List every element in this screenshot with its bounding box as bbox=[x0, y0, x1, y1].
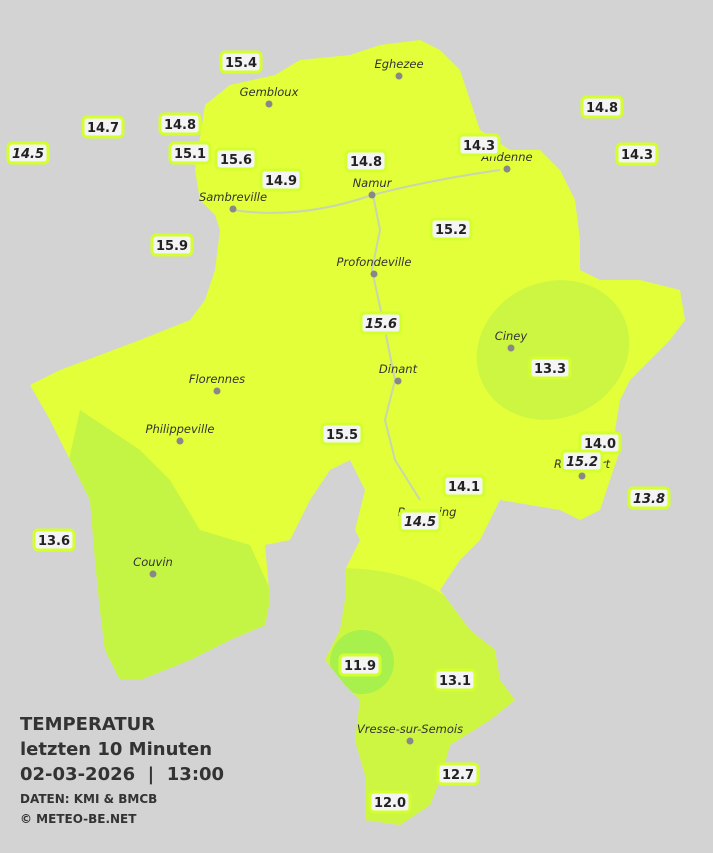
city-label: Couvin bbox=[133, 555, 173, 569]
station-box bbox=[32, 528, 76, 552]
city-label: Sambreville bbox=[199, 190, 267, 204]
city-dot bbox=[265, 100, 273, 108]
station-box bbox=[6, 141, 50, 165]
station-value: 14.9 bbox=[265, 174, 297, 189]
station-value: 13.6 bbox=[38, 534, 70, 549]
station-box bbox=[560, 449, 604, 473]
station-value: 13.1 bbox=[439, 674, 471, 689]
city-label: Eghezee bbox=[374, 57, 423, 71]
station-box bbox=[398, 509, 442, 533]
station-box bbox=[457, 133, 501, 157]
station-value: 13.8 bbox=[633, 492, 665, 507]
station-value: 14.8 bbox=[350, 155, 382, 170]
station-box bbox=[338, 653, 382, 677]
city-dot bbox=[406, 737, 414, 745]
station-value: 12.0 bbox=[374, 796, 406, 811]
station-box bbox=[344, 149, 388, 173]
city-label: Ciney bbox=[495, 329, 528, 343]
station-box bbox=[150, 233, 194, 257]
station-value: 15.5 bbox=[326, 428, 358, 443]
temperature-zones bbox=[60, 280, 630, 825]
city-dot bbox=[395, 72, 403, 80]
station-box bbox=[429, 217, 473, 241]
station-box bbox=[580, 95, 624, 119]
city-label: Dinant bbox=[379, 362, 418, 376]
zone bbox=[60, 410, 275, 690]
city-label: Vresse-sur-Semois bbox=[357, 722, 463, 736]
station-box bbox=[81, 115, 125, 139]
station-box bbox=[627, 486, 671, 510]
station-value: 14.8 bbox=[586, 101, 618, 116]
city-label: Florennes bbox=[189, 372, 245, 386]
city-label: Profondeville bbox=[337, 255, 412, 269]
city-dot bbox=[176, 437, 184, 445]
station-value: 14.1 bbox=[448, 480, 480, 495]
station-value: 14.8 bbox=[164, 118, 196, 133]
city-dot bbox=[229, 205, 237, 213]
station-box bbox=[320, 422, 364, 446]
station-value: 13.3 bbox=[534, 362, 566, 377]
title: TEMPERATUR bbox=[20, 714, 155, 735]
station-value: 15.4 bbox=[225, 56, 257, 71]
station-value: 15.2 bbox=[566, 455, 598, 470]
station-box bbox=[436, 762, 480, 786]
city-dot bbox=[578, 472, 586, 480]
city-dot bbox=[507, 344, 515, 352]
city-label: Philippeville bbox=[146, 422, 215, 436]
city-label: Namur bbox=[353, 176, 393, 190]
station-box bbox=[219, 50, 263, 74]
station-value: 14.5 bbox=[404, 515, 436, 530]
station-box bbox=[168, 141, 212, 165]
river bbox=[370, 189, 421, 501]
city-dot bbox=[149, 570, 157, 578]
station-box bbox=[442, 474, 486, 498]
station-box bbox=[214, 147, 258, 171]
city-dot bbox=[368, 191, 376, 199]
station-box bbox=[615, 142, 659, 166]
subtitle: letzten 10 Minuten bbox=[20, 739, 212, 760]
copyright: © METEO-BE.NET bbox=[20, 812, 137, 826]
station-value: 15.6 bbox=[365, 317, 397, 332]
city-dot bbox=[213, 387, 221, 395]
station-value: 14.3 bbox=[621, 148, 653, 163]
station-value: 15.2 bbox=[435, 223, 467, 238]
station-value: 11.9 bbox=[344, 659, 376, 674]
station-box bbox=[158, 112, 202, 136]
city-dot bbox=[503, 165, 511, 173]
station-value: 15.6 bbox=[220, 153, 252, 168]
zone bbox=[476, 280, 630, 420]
station-value: 14.5 bbox=[12, 147, 44, 162]
city-label: Gembloux bbox=[240, 85, 299, 99]
station-value: 15.1 bbox=[174, 147, 206, 162]
header: TEMPERATUR letzten 10 Minuten 02-03-2026… bbox=[20, 714, 224, 826]
source: DATEN: KMI & BMCB bbox=[20, 792, 157, 806]
station-value: 14.0 bbox=[584, 437, 616, 452]
station-value: 14.7 bbox=[87, 121, 119, 136]
station-value: 15.9 bbox=[156, 239, 188, 254]
city-dot bbox=[394, 377, 402, 385]
station-box bbox=[433, 668, 477, 692]
station-box bbox=[528, 356, 572, 380]
station-box bbox=[368, 790, 412, 814]
station-value: 12.7 bbox=[442, 768, 474, 783]
station-value: 14.3 bbox=[463, 139, 495, 154]
city-dot bbox=[370, 270, 378, 278]
station-box bbox=[359, 311, 403, 335]
station-box bbox=[259, 168, 303, 192]
datetime: 02-03-2026 | 13:00 bbox=[20, 764, 224, 785]
